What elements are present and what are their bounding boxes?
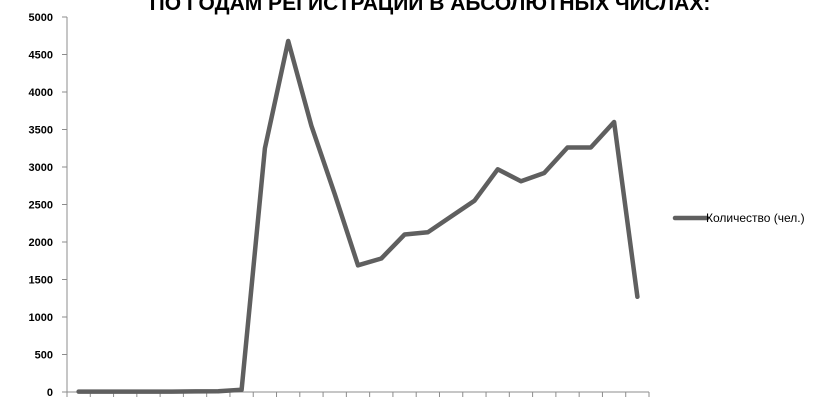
y-tick-label: 3500: [29, 125, 53, 137]
y-tick-label: 5000: [29, 12, 53, 24]
y-tick-label: 1000: [29, 312, 53, 324]
series-lines: [76, 38, 640, 394]
y-tick-label: 2000: [29, 237, 53, 249]
legend-label: Количество (чел.): [706, 211, 805, 225]
chart-title: ПО ГОДАМ РЕГИСТРАЦИИ В АБСОЛЮТНЫХ ЧИСЛАХ…: [150, 0, 711, 15]
y-tick-labels: 0 500 1000 1500 2000 2500 3000 3500 4000 4500 5000: [29, 12, 53, 399]
y-tick-label: 3000: [29, 162, 53, 174]
y-tick-label: 0: [47, 387, 53, 399]
series-line: [76, 38, 640, 394]
y-tick-label: 500: [35, 350, 53, 362]
y-tick-label: 1500: [29, 275, 53, 287]
y-tick-label: 4500: [29, 50, 53, 62]
axes: [62, 16, 650, 397]
y-tick-label: 4000: [29, 87, 53, 99]
legend: Количество (чел.): [672, 211, 805, 225]
y-tick-label: 2500: [29, 200, 53, 212]
